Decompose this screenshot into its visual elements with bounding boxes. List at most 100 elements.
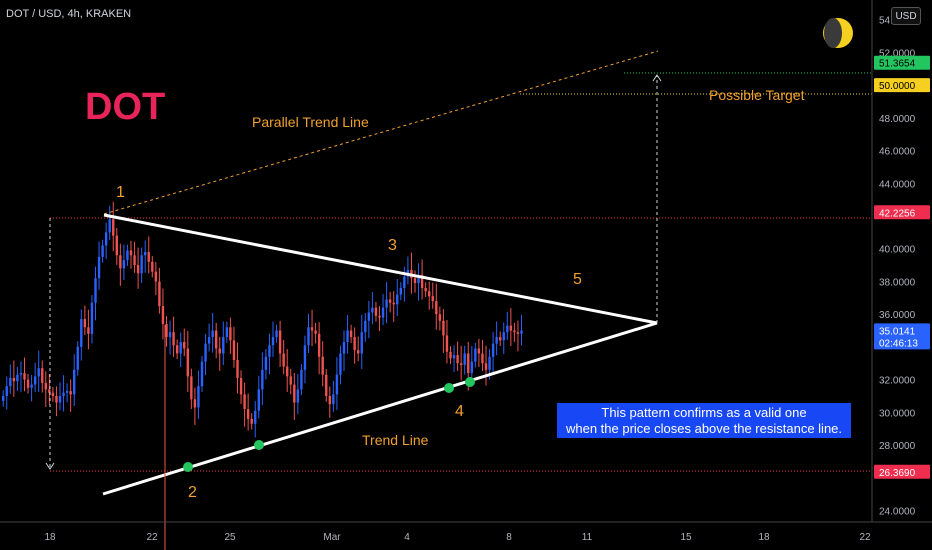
candle-body [9, 378, 12, 387]
candle-body [37, 368, 40, 377]
price-label: 35.0141 [879, 326, 916, 337]
candle-body [513, 330, 516, 333]
candle-body [140, 255, 143, 274]
candle-body [51, 392, 55, 396]
y-tick-label: 32.0000 [879, 376, 916, 387]
candle-body [129, 250, 133, 256]
candle-body [73, 369, 76, 395]
candle-body [392, 302, 395, 305]
candle-body [69, 391, 72, 395]
wave-label-3: 3 [388, 237, 397, 254]
candle-body [207, 337, 211, 344]
candle-body [222, 337, 225, 354]
currency-button[interactable]: USD [891, 7, 921, 25]
candle-body [499, 337, 502, 341]
candle-body [491, 343, 495, 357]
pattern-note-line2: when the price closes above the resistan… [565, 420, 843, 436]
support-line [102, 321, 658, 496]
candle-body [151, 261, 154, 272]
candle-body [470, 361, 473, 374]
target-arrow-head [652, 74, 662, 82]
price-label-bg [874, 323, 930, 350]
candle-body [87, 327, 90, 334]
wave-label-2: 2 [188, 484, 197, 501]
y-tick-label: 46.0000 [879, 147, 916, 158]
candle-body [16, 374, 19, 382]
resistance-line [103, 213, 658, 325]
candle-body [122, 260, 126, 269]
candle-body [300, 369, 303, 390]
x-tick-label: 4 [404, 532, 410, 543]
candle-body [229, 327, 232, 341]
candle-body [520, 330, 523, 334]
parallel-trend-line [103, 50, 659, 215]
wave-label-1: 1 [116, 184, 125, 201]
candle-body [90, 302, 94, 334]
candle-body [23, 373, 26, 380]
candle-body [48, 389, 51, 393]
x-tick-label: Mar [323, 532, 341, 543]
candle-body [435, 301, 438, 315]
symbol-header: DOT / USD, 4h, KRAKEN [6, 8, 132, 20]
wave-label-4: 4 [455, 403, 464, 420]
candle-body [136, 265, 140, 274]
candle-body [516, 332, 520, 334]
candle-body [442, 320, 445, 336]
candle-body [413, 278, 417, 284]
x-tick-label: 11 [582, 532, 593, 543]
moon-shadow [824, 18, 842, 48]
candle-body [104, 232, 108, 246]
candle-body [243, 394, 246, 410]
candle-body [275, 330, 278, 338]
candle-body [452, 355, 456, 359]
touch-point [254, 440, 264, 450]
countdown-label: 02:46:13 [879, 338, 918, 349]
price-label: 26.3690 [879, 468, 916, 479]
candle-body [420, 274, 424, 288]
candle-body [477, 348, 481, 354]
candle-body [236, 360, 239, 378]
candle-body [97, 256, 101, 279]
x-tick-label: 18 [44, 532, 56, 543]
trend-line-label: Trend Line [362, 432, 429, 448]
x-tick-label: 25 [224, 532, 236, 543]
candle-body [467, 353, 470, 374]
candle-body [197, 386, 200, 408]
candle-body [286, 366, 289, 377]
price-label-bg [874, 205, 930, 220]
y-tick-label: 48.0000 [879, 114, 916, 125]
candle-body [83, 319, 87, 328]
candle-body [2, 396, 5, 401]
candle-body [403, 276, 406, 288]
candles [2, 201, 523, 438]
candle-body [161, 306, 165, 324]
candle-body [428, 291, 431, 297]
candle-body [481, 353, 484, 364]
candle-body [346, 330, 349, 342]
candle-body [424, 288, 427, 292]
candle-body [261, 369, 264, 390]
candle-body [459, 363, 463, 365]
price-label-bg [874, 464, 930, 479]
candle-body [449, 351, 452, 359]
candle-body [293, 384, 296, 403]
candle-body [65, 391, 69, 393]
wave-label-5: 5 [573, 271, 582, 288]
candle-body [296, 389, 300, 403]
candle-body [303, 345, 307, 370]
candle-body [357, 350, 360, 354]
x-tick-label: 15 [680, 532, 692, 543]
y-tick-label: 38.0000 [879, 277, 916, 288]
candle-body [456, 355, 459, 364]
candle-body [399, 288, 402, 295]
price-label-bg [874, 78, 930, 93]
candle-body [26, 379, 30, 388]
x-tick-label: 8 [506, 532, 512, 543]
candle-body [438, 314, 442, 321]
touch-point [444, 383, 454, 393]
candle-body [474, 348, 477, 362]
candle-body [328, 396, 331, 405]
candle-body [80, 319, 83, 347]
